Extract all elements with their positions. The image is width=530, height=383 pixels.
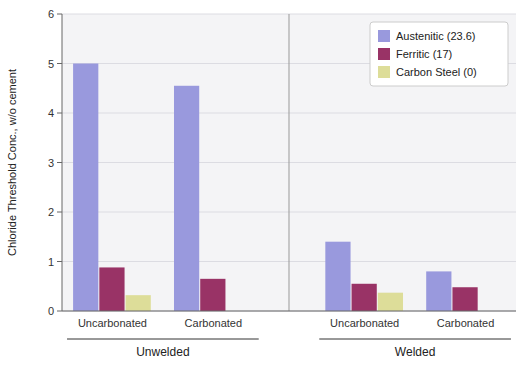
bracket (319, 339, 511, 340)
tick (57, 261, 62, 262)
tick-label: 1 (48, 256, 54, 268)
legend-label: Carbon Steel (0) (396, 66, 477, 78)
bar (452, 287, 477, 311)
tick (57, 212, 62, 213)
bars (73, 64, 478, 312)
tick (57, 311, 62, 312)
bar (352, 284, 377, 311)
bar (126, 295, 151, 311)
group-label: Unwelded (136, 345, 189, 359)
legend-label: Austenitic (23.6) (396, 30, 475, 42)
tick-label: 2 (48, 206, 54, 218)
bar (325, 242, 350, 311)
chart: 0 1 2 3 4 5 6 Chloride Threshold Conc., w/o cem… (0, 0, 530, 383)
group-label: Welded (395, 345, 435, 359)
bar (73, 64, 98, 312)
legend-box (370, 22, 508, 86)
bar (200, 279, 225, 311)
y-axis (62, 14, 63, 311)
tick (57, 162, 62, 163)
bar (99, 267, 124, 311)
category-label: Uncarbonated (330, 317, 399, 329)
category-label: Carbonated (437, 317, 495, 329)
legend-label: Ferritic (17) (396, 48, 452, 60)
grid-line (62, 311, 516, 312)
separator (289, 14, 290, 311)
plot-area (62, 14, 516, 311)
legend: Austenitic (23.6) Ferritic (17) Carbon Ste… (370, 22, 508, 86)
tick-label: 0 (48, 305, 54, 317)
legend-swatch (378, 66, 390, 78)
bar (174, 86, 199, 311)
tick-label: 3 (48, 157, 54, 169)
legend-swatch (378, 30, 390, 42)
bracket (67, 339, 259, 340)
bar (378, 293, 403, 311)
category-label: Uncarbonated (78, 317, 147, 329)
tick (57, 14, 62, 15)
tick-label: 4 (48, 107, 54, 119)
category-label: Carbonated (185, 317, 243, 329)
tick-label: 5 (48, 58, 54, 70)
axis-label: Chloride Threshold Conc., w/o cement (6, 69, 18, 256)
legend-swatch (378, 48, 390, 60)
tick (57, 113, 62, 114)
tick-label: 6 (48, 8, 54, 20)
tick (57, 63, 62, 64)
x-axis (62, 311, 516, 312)
bar (426, 271, 451, 311)
